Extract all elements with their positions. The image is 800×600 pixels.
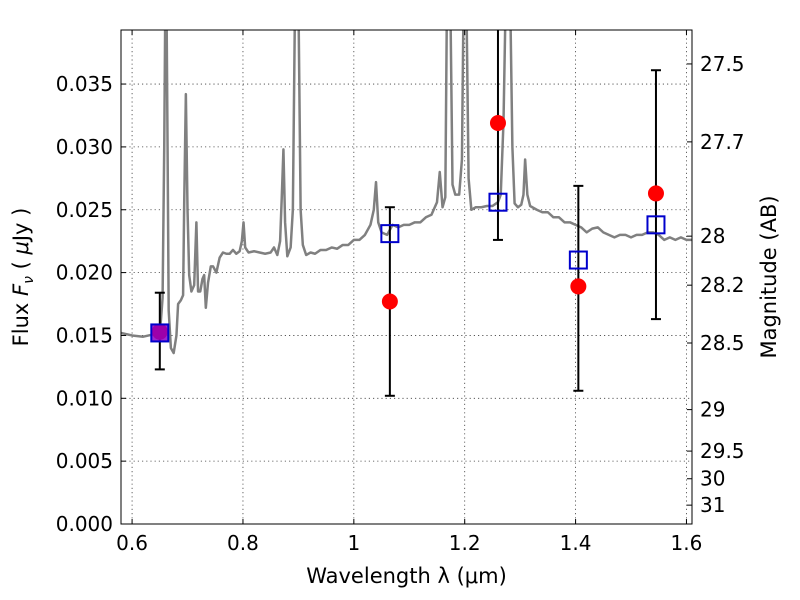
y2-tick-label: 28.5 (700, 331, 745, 355)
y2-tick-label: 31 (700, 493, 725, 517)
model-photometry-point (647, 185, 664, 202)
model-photometry-point (570, 278, 587, 295)
y2-tick-label: 30 (700, 467, 725, 491)
observed-photometry-point (488, 192, 508, 212)
y-tick-label: 0.020 (56, 261, 113, 285)
y-axis-label: Flux Fν ( μJy ) (9, 208, 37, 347)
grid (121, 30, 692, 525)
observed-photometry-point (380, 224, 400, 244)
y2-tick-label: 27.5 (700, 52, 745, 76)
y-tick-label: 0.000 (56, 512, 113, 536)
x-tick-label: 0.6 (116, 531, 148, 555)
y2-axis-label: Magnitude (AB) (757, 195, 781, 358)
y-tick-label: 0.010 (56, 386, 113, 410)
y2-tick-label: 28 (700, 224, 725, 248)
y-tick-label: 0.030 (56, 135, 113, 159)
x-tick-label: 0.8 (227, 531, 259, 555)
model-spectrum (121, 30, 692, 355)
y-tick-label: 0.005 (56, 449, 113, 473)
y2-tick-label: 29.5 (700, 439, 745, 463)
y2-tick-label: 27.7 (700, 130, 745, 154)
y-tick-label: 0.015 (56, 323, 113, 347)
observed-photometry-point (150, 323, 170, 343)
observed-photometry-point (568, 250, 588, 270)
plot-frame (120, 29, 693, 525)
y2-tick-label: 29 (700, 398, 725, 422)
x-tick-label: 1.6 (671, 531, 703, 555)
spectrum-line (121, 30, 692, 355)
y2-tick-label: 28.2 (700, 273, 745, 297)
y-tick-label: 0.025 (56, 198, 113, 222)
y-axis-ticks: 0.000 0.005 0.010 0.015 0.020 0.025 0.030 0.035 (56, 72, 126, 536)
x-tick-label: 1 (347, 531, 360, 555)
observed-photometry-point (646, 215, 666, 235)
model-photometry-point (381, 293, 398, 310)
y-tick-label: 0.035 (56, 72, 113, 96)
model-photometry-point (489, 115, 506, 132)
observed-photometry-points (150, 192, 666, 343)
x-tick-label: 1.4 (560, 531, 592, 555)
x-axis-label: Wavelength λ (μm) (306, 564, 507, 588)
x-axis-ticks: 0.6 0.8 1 1.2 1.4 1.6 (116, 30, 702, 555)
x-tick-label: 1.2 (449, 531, 481, 555)
